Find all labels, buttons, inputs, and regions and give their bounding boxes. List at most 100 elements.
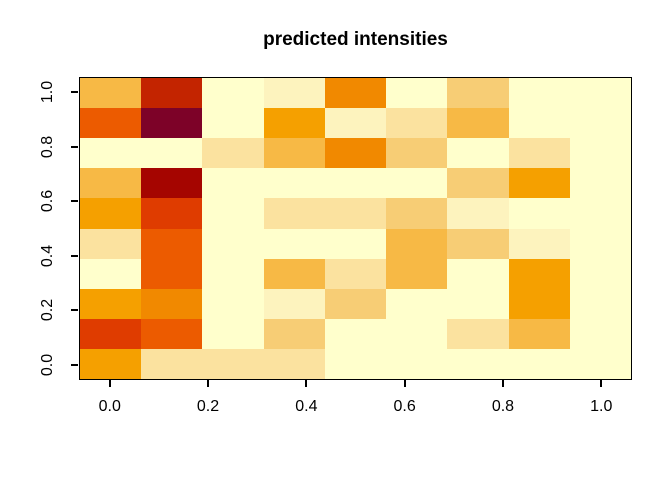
heatmap-cell: [80, 228, 142, 259]
x-axis-tick-label: 1.0: [590, 398, 613, 415]
heatmap-cell: [386, 288, 448, 319]
heatmap-cell: [80, 288, 142, 319]
x-axis-tick-label: 0.0: [98, 398, 121, 415]
heatmap-cell: [80, 108, 142, 139]
heatmap-cell: [386, 168, 448, 199]
heatmap-cell: [447, 228, 509, 259]
heatmap-cell: [202, 258, 264, 289]
heatmap-cell: [202, 288, 264, 319]
heatmap-cell: [386, 108, 448, 139]
heatmap-cell: [141, 228, 203, 259]
heatmap-cell: [447, 258, 509, 289]
heatmap-cell: [508, 198, 570, 229]
heatmap-cell: [569, 228, 631, 259]
x-axis-tick: [501, 380, 504, 387]
y-axis-tick: [71, 145, 78, 148]
y-axis-tick: [71, 254, 78, 257]
heatmap-cell: [263, 288, 325, 319]
heatmap-cell: [263, 168, 325, 199]
y-axis-tick-label: 0.4: [39, 244, 56, 267]
heatmap-cell: [202, 348, 264, 379]
x-axis-tick-label: 0.8: [491, 398, 515, 415]
heatmap-cell: [80, 348, 142, 379]
heatmap-cell: [202, 198, 264, 229]
heatmap-cell: [447, 348, 509, 379]
x-axis-tick-label: 0.4: [295, 398, 318, 415]
x-axis-tick: [600, 380, 603, 387]
y-axis-tick: [71, 309, 78, 312]
heatmap-cell: [141, 108, 203, 139]
heatmap-cell: [447, 168, 509, 199]
heatmap-cell: [141, 78, 203, 109]
heatmap-cell: [202, 138, 264, 169]
heatmap-cell: [263, 348, 325, 379]
heatmap-cell: [447, 318, 509, 349]
x-axis-tick: [207, 380, 210, 387]
heatmap-cell: [324, 288, 387, 319]
heatmap-cell: [447, 138, 509, 169]
heatmap-cell: [569, 108, 631, 139]
heatmap-cell: [263, 138, 325, 169]
heatmap-cell: [447, 108, 509, 139]
heatmap-cell: [141, 288, 203, 319]
y-axis-tick-label: 0.6: [39, 190, 56, 213]
heatmap-cell: [263, 198, 325, 229]
heatmap-cell: [386, 78, 448, 109]
y-axis-tick-label: 0.0: [39, 353, 56, 376]
x-axis-tick-label: 0.2: [196, 398, 220, 415]
y-axis-tick: [71, 363, 78, 366]
y-axis-tick-label: 0.2: [39, 299, 56, 322]
heatmap-cell: [386, 198, 448, 229]
heatmap-cell: [141, 318, 203, 349]
heatmap-cell: [141, 198, 203, 229]
heatmap-cell: [569, 318, 631, 349]
heatmap-plot-area: [79, 77, 632, 380]
heatmap-cell: [324, 168, 387, 199]
heatmap-cell: [386, 348, 448, 379]
heatmap-cell: [263, 258, 325, 289]
heatmap-cell: [508, 78, 570, 109]
x-axis-tick: [305, 380, 308, 387]
heatmap-cell: [80, 318, 142, 349]
heatmap-cell: [324, 348, 387, 379]
heatmap-cell: [569, 288, 631, 319]
heatmap-cell: [569, 198, 631, 229]
heatmap-cell: [447, 198, 509, 229]
heatmap-cell: [324, 198, 387, 229]
y-axis-tick: [71, 200, 78, 203]
heatmap-cell: [569, 348, 631, 379]
heatmap-cell: [508, 288, 570, 319]
heatmap-cell: [386, 258, 448, 289]
heatmap-cell: [80, 198, 142, 229]
heatmap-cell: [80, 78, 142, 109]
heatmap-cell: [569, 258, 631, 289]
heatmap-cell: [386, 318, 448, 349]
heatmap-cell: [263, 108, 325, 139]
y-axis-tick: [71, 91, 78, 94]
heatmap-cell: [141, 348, 203, 379]
heatmap-cell: [202, 168, 264, 199]
heatmap-cell: [324, 258, 387, 289]
heatmap-cell: [386, 138, 448, 169]
heatmap-cell: [508, 348, 570, 379]
heatmap-cell: [80, 168, 142, 199]
heatmap-cell: [569, 138, 631, 169]
heatmap-grid: [80, 78, 631, 379]
heatmap-cell: [508, 168, 570, 199]
heatmap-cell: [569, 78, 631, 109]
heatmap-cell: [386, 228, 448, 259]
heatmap-cell: [324, 78, 387, 109]
heatmap-cell: [508, 138, 570, 169]
heatmap-cell: [202, 318, 264, 349]
x-axis-tick-label: 0.6: [393, 398, 416, 415]
heatmap-cell: [569, 168, 631, 199]
heatmap-cell: [447, 78, 509, 109]
heatmap-cell: [508, 318, 570, 349]
heatmap-cell: [141, 138, 203, 169]
chart-title: predicted intensities: [263, 29, 448, 50]
heatmap-cell: [202, 228, 264, 259]
x-axis-tick: [403, 380, 406, 387]
heatmap-cell: [447, 288, 509, 319]
heatmap-cell: [324, 318, 387, 349]
heatmap-cell: [508, 228, 570, 259]
